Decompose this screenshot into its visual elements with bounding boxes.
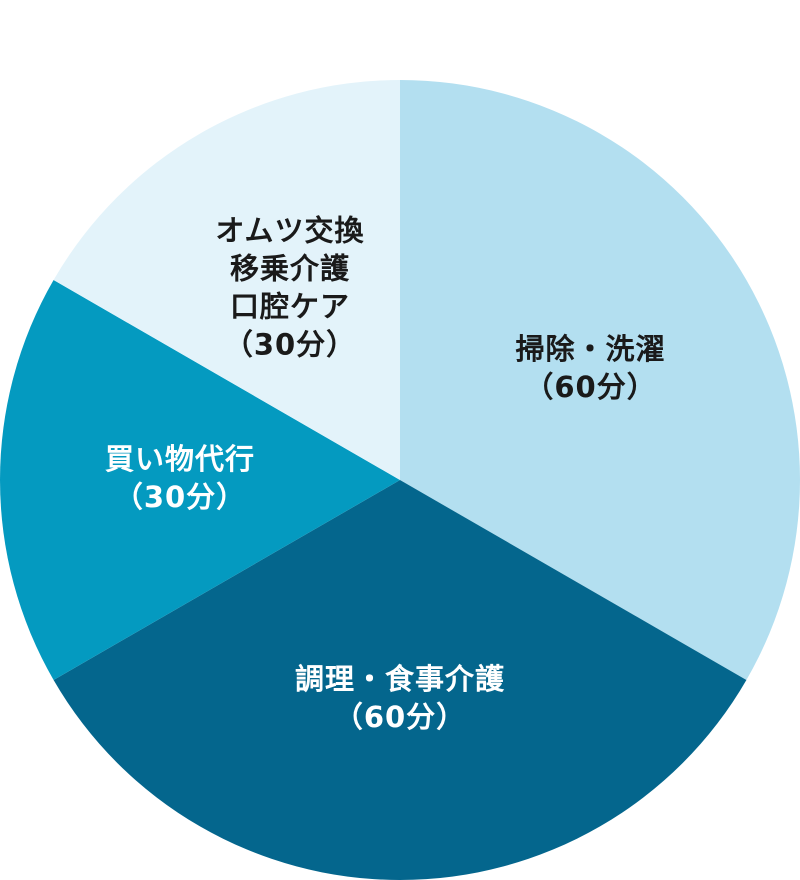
pie-slice [0,280,400,680]
slice-value-label: （60分） [334,700,466,734]
slice-label: 掃除・洗濯 [516,332,666,366]
slice-value-label: （60分） [524,370,656,404]
slice-label: 調理・食事介護 [295,662,505,696]
slice-label: 買い物代行 [105,442,255,476]
slice-label: 口腔ケア [230,289,350,323]
slice-value-label: （30分） [114,480,246,514]
slice-label: オムツ交換 [215,213,364,247]
slice-label: 移乗介護 [230,251,350,285]
slice-value-label: （30分） [224,327,356,361]
pie-slice [400,80,800,680]
pie-slice [53,80,400,480]
